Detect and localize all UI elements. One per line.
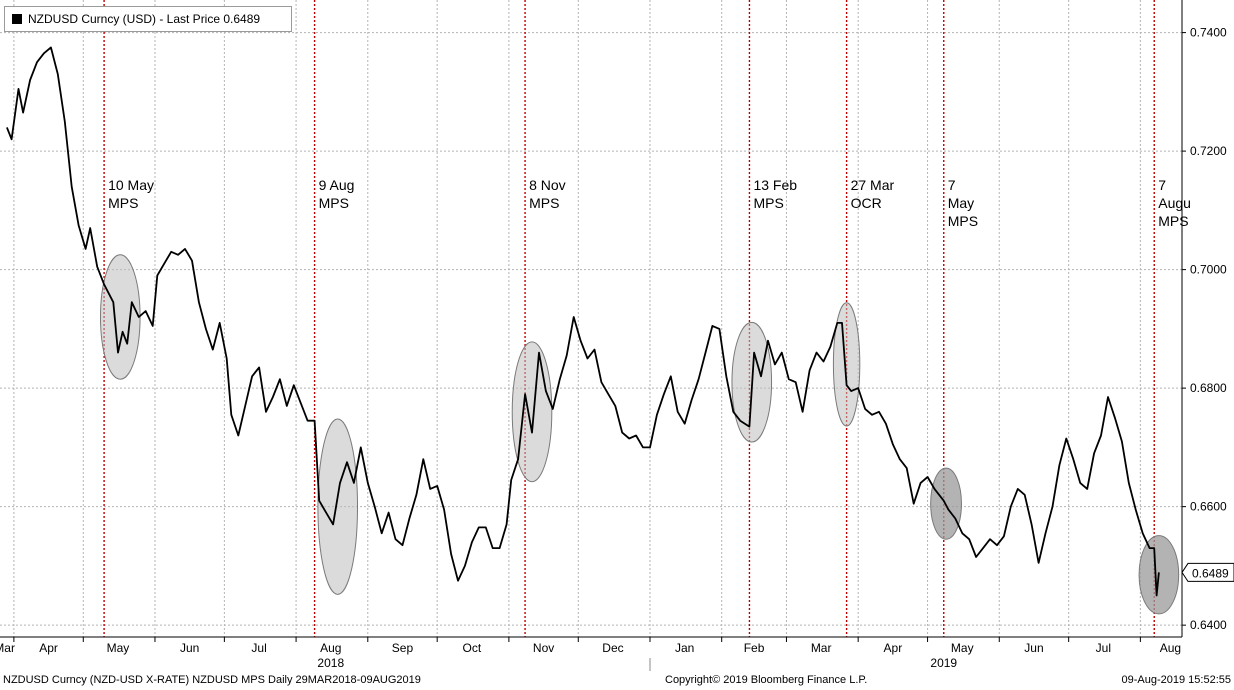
- chart-legend: NZDUSD Curncy (USD) - Last Price 0.6489: [4, 6, 292, 32]
- x-month-label: Mar: [811, 641, 832, 655]
- event-label-line: MPS: [319, 195, 349, 211]
- event-label-line: 8 Nov: [529, 177, 566, 193]
- x-month-label: May: [107, 641, 130, 655]
- x-month-label: Apr: [884, 641, 903, 655]
- x-month-label: Jun: [180, 641, 199, 655]
- footer-timestamp: 09-Aug-2019 15:52:55: [1121, 674, 1231, 686]
- event-label: 9 Aug MPS: [319, 177, 355, 211]
- event-label-line: 27 Mar: [851, 177, 895, 193]
- x-month-label: Mar: [0, 641, 15, 655]
- event-label: 7 Augu MPS: [1158, 177, 1191, 229]
- x-month-label: Jul: [251, 641, 266, 655]
- legend-label: NZDUSD Curncy (USD) - Last Price 0.6489: [28, 12, 261, 26]
- event-label-line: MPS: [1158, 213, 1188, 229]
- event-layer: [103, 0, 1155, 637]
- event-label-line: MPS: [108, 195, 138, 211]
- event-label-line: 13 Feb: [753, 177, 797, 193]
- series-layer: [6, 46, 1160, 597]
- event-label-line: 7: [948, 177, 956, 193]
- event-label-line: MPS: [753, 195, 783, 211]
- x-month-label: Dec: [602, 641, 623, 655]
- highlight-ellipse: [832, 302, 861, 427]
- x-month-label: Feb: [744, 641, 765, 655]
- x-year-label: 2018: [317, 656, 344, 670]
- x-month-label: Jun: [1024, 641, 1043, 655]
- event-label-line: 10 May: [108, 177, 154, 193]
- event-label: 8 Nov MPS: [529, 177, 566, 211]
- y-tick-label: 0.7000: [1190, 263, 1227, 277]
- y-tick-label: 0.6600: [1190, 500, 1227, 514]
- last-price-tag: [1181, 562, 1234, 582]
- event-label-line: 9 Aug: [319, 177, 355, 193]
- event-label-line: OCR: [851, 195, 882, 211]
- y-tick-label: 0.6400: [1190, 618, 1227, 632]
- x-month-label: Jul: [1096, 641, 1111, 655]
- event-label-line: MPS: [529, 195, 559, 211]
- legend-swatch: [12, 14, 22, 24]
- x-month-label: Jan: [675, 641, 694, 655]
- event-label: 10 May MPS: [108, 177, 154, 211]
- x-month-label: Aug: [1160, 641, 1181, 655]
- event-label-line: 7: [1158, 177, 1166, 193]
- footer-security-info: NZDUSD Curncy (NZD-USD X-RATE) NZDUSD MP…: [3, 674, 421, 686]
- price-series-line: [6, 46, 1160, 597]
- axis-layer: 0.6400 0.6600 0.6800 0.7000 0.7200 0.7400 Mar A…: [0, 0, 1234, 671]
- annotation-layer: 10 May MPS 9 Aug MPS 8 Nov MPS 13 Feb MPS 27 Mar…: [108, 177, 1191, 229]
- event-label: 27 Mar OCR: [851, 177, 895, 211]
- x-month-label: Sep: [392, 641, 414, 655]
- grid-layer: [0, 0, 1182, 637]
- event-label: 13 Feb MPS: [753, 177, 797, 211]
- highlight-ellipse: [511, 341, 553, 483]
- highlight-ellipse: [317, 418, 359, 595]
- event-label-line: May: [948, 195, 974, 211]
- highlight-ellipse: [99, 254, 141, 380]
- event-label-line: Augu: [1158, 195, 1191, 211]
- x-year-label: 2019: [930, 656, 957, 670]
- event-label-line: MPS: [948, 213, 978, 229]
- event-label: 7 May MPS: [948, 177, 978, 229]
- highlight-layer: [99, 254, 1180, 615]
- x-month-label: Apr: [39, 641, 58, 655]
- x-month-label: May: [951, 641, 974, 655]
- last-price-label: 0.6489: [1192, 566, 1229, 580]
- y-tick-label: 0.7400: [1190, 26, 1227, 40]
- footer-copyright: Copyright© 2019 Bloomberg Finance L.P.: [665, 674, 868, 686]
- x-month-label: Oct: [463, 641, 482, 655]
- x-month-label: Nov: [533, 641, 554, 655]
- y-tick-label: 0.6800: [1190, 381, 1227, 395]
- x-month-label: Aug: [320, 641, 341, 655]
- y-tick-label: 0.7200: [1190, 144, 1227, 158]
